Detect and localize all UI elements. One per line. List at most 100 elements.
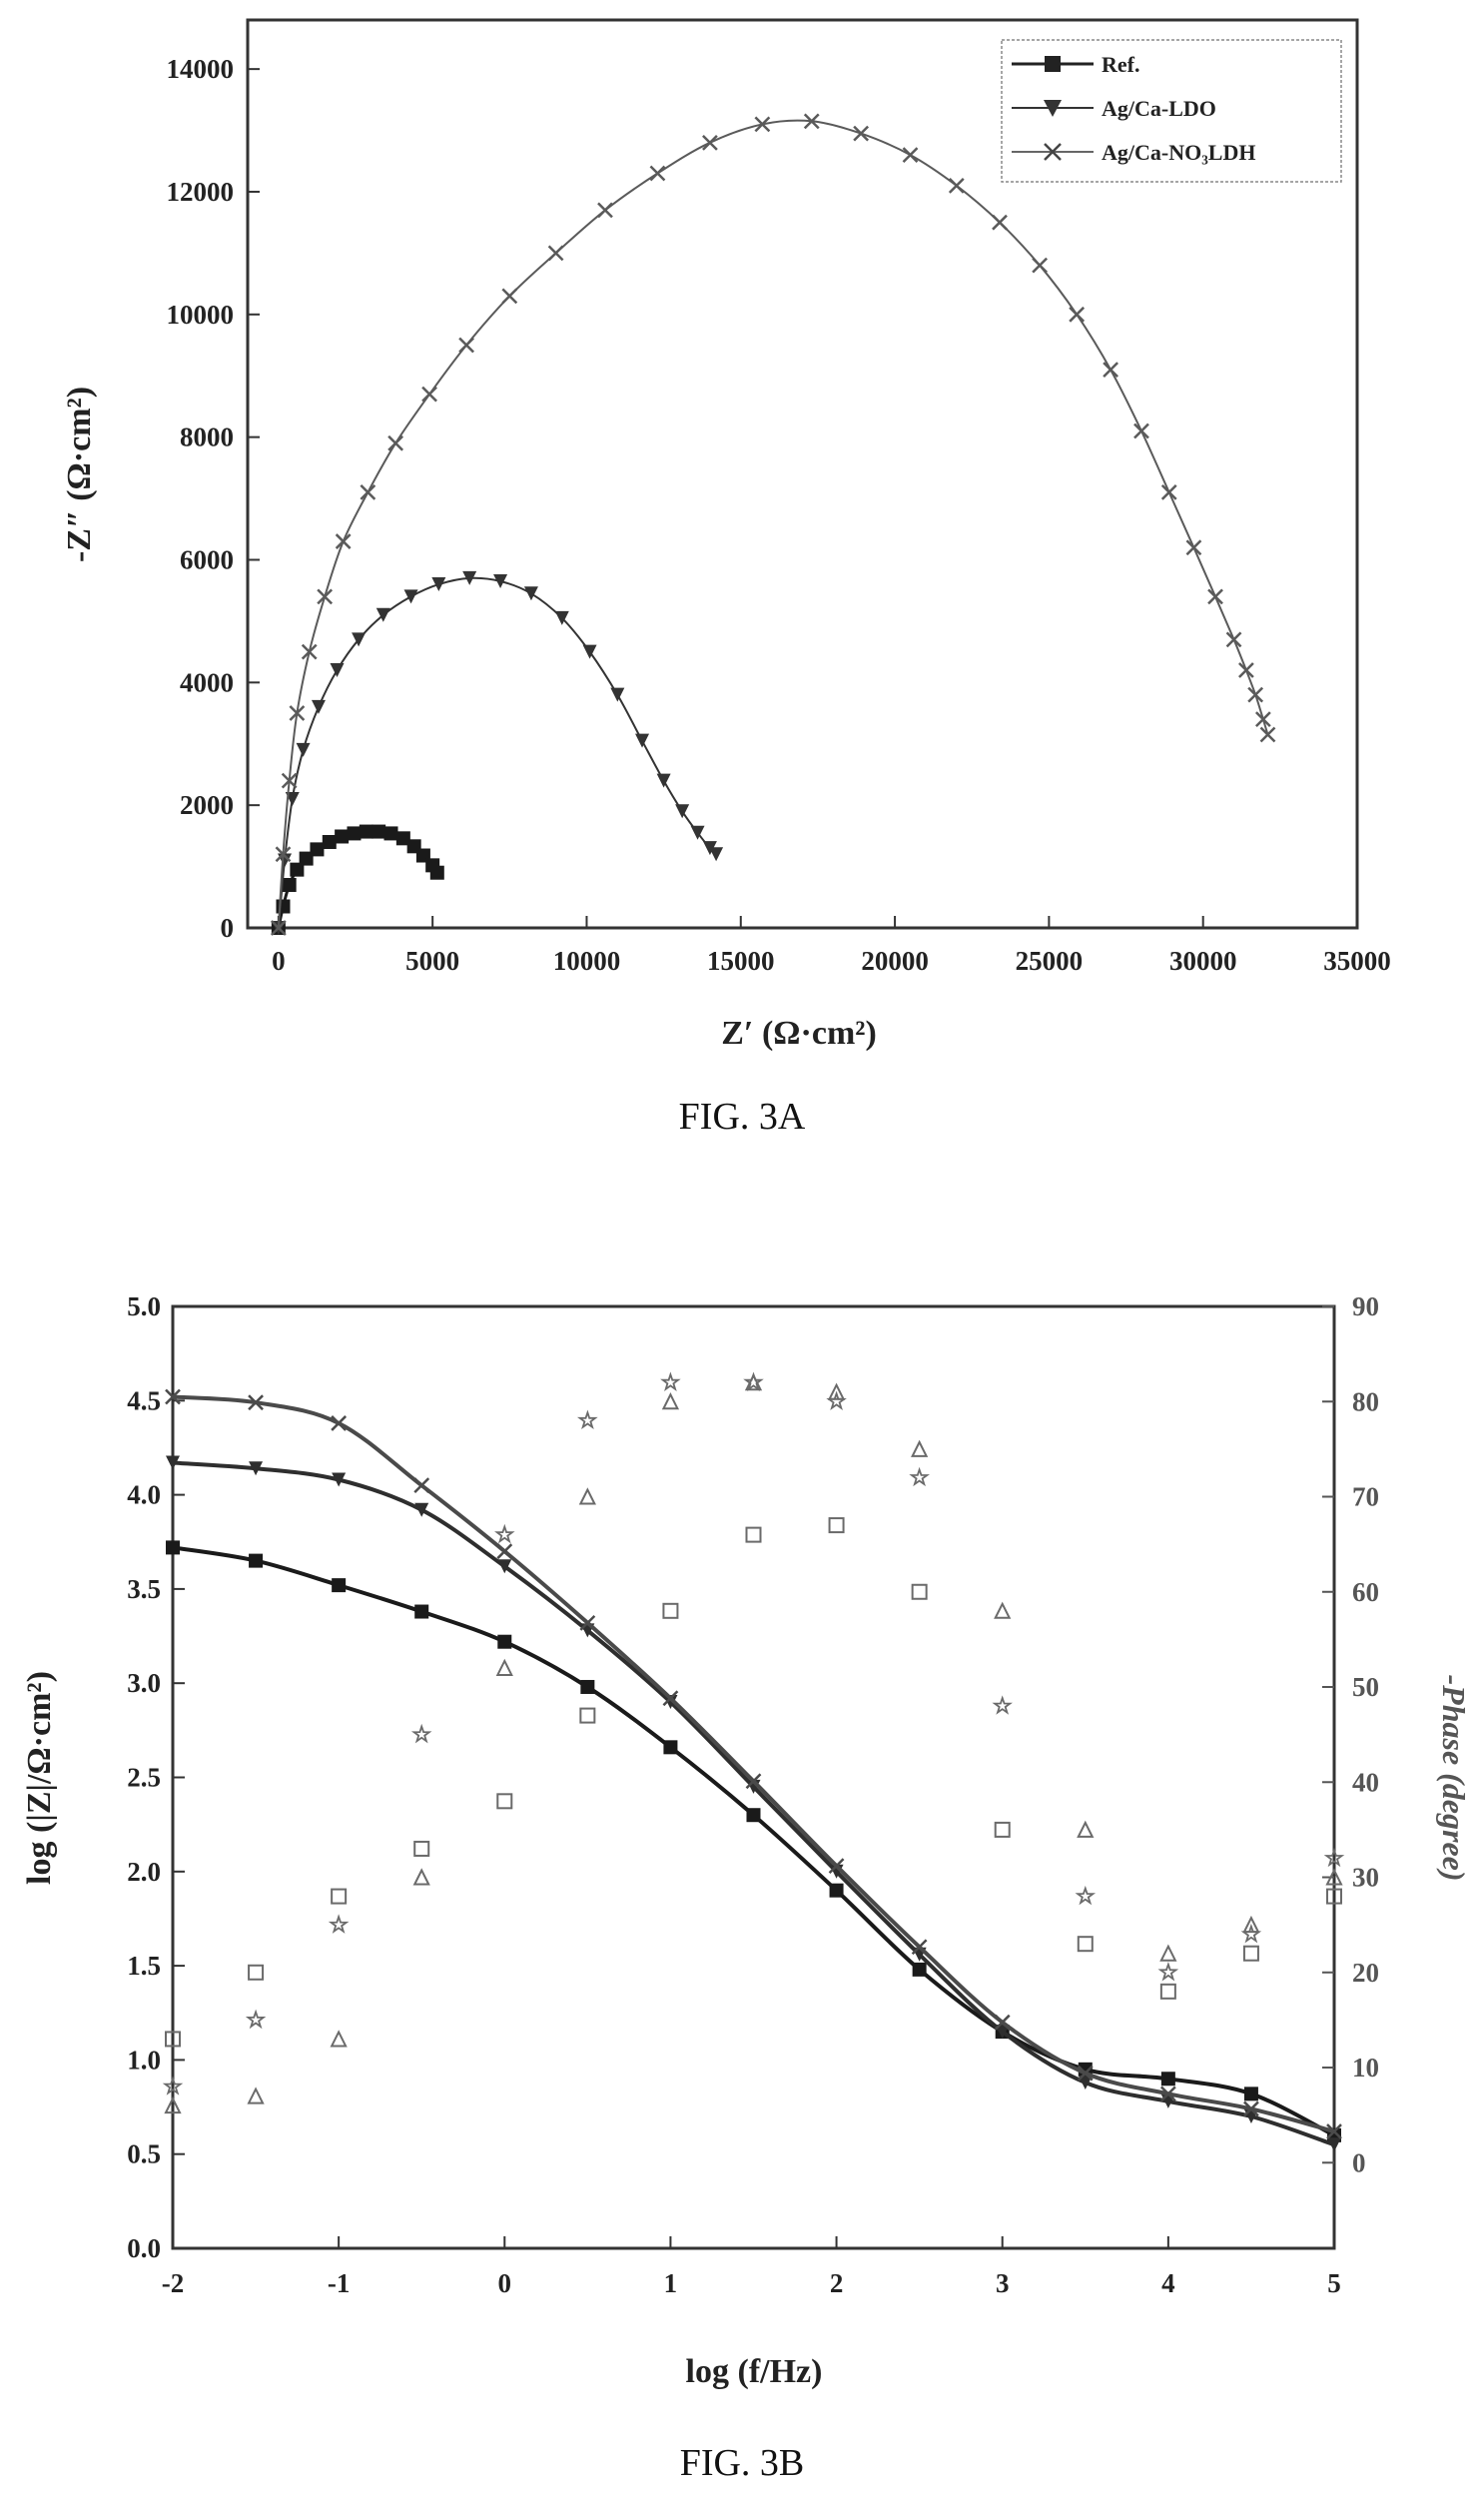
- nyquist-data-point: [375, 607, 390, 622]
- y-tick-label: 4.0: [127, 1480, 161, 1510]
- bode-data-point: [1326, 2123, 1342, 2139]
- bode-series-2: [165, 1388, 1342, 2139]
- nyquist-data-point: [360, 484, 376, 500]
- x-tick-label: 10000: [553, 946, 621, 976]
- bode-data-point: [412, 1868, 430, 1886]
- nyquist-data-point: [547, 245, 564, 262]
- nyquist-data-point: [270, 920, 287, 936]
- y-tick-label: 2.0: [127, 1857, 161, 1887]
- legend-marker-ldh: [1044, 143, 1062, 161]
- bode-data-point: [1327, 2137, 1341, 2152]
- bode-data-point: [579, 1707, 596, 1724]
- bode-series-line: [172, 1545, 1335, 2137]
- nyquist-y-axis-label: -Z″ (Ω·cm²): [61, 387, 98, 562]
- bode-data-point: [332, 1472, 347, 1487]
- y-right-tick-label: 50: [1352, 1672, 1379, 1702]
- bode-data-point: [496, 1543, 513, 1560]
- bode-data-point: [165, 1388, 181, 1405]
- bode-data-point: [911, 1439, 929, 1457]
- bode-data-point: [328, 1914, 350, 1934]
- x-tick-label: 2: [830, 2268, 844, 2298]
- y-tick-label: 6000: [180, 544, 234, 574]
- nyquist-data-point: [754, 116, 771, 133]
- bode-data-point: [1325, 1868, 1343, 1886]
- x-tick-label: 5000: [405, 946, 459, 976]
- legend-label-ldo: Ag/Ca-LDO: [1102, 96, 1216, 121]
- nyquist-legend: Ref. Ag/Ca-LDO Ag/Ca-NO₃LDH: [1001, 39, 1342, 183]
- nyquist-data-point: [649, 165, 666, 182]
- nyquist-data-point: [635, 733, 650, 748]
- nyquist-data-point: [387, 434, 404, 451]
- nyquist-data-point: [690, 825, 705, 840]
- x-tick-label: -1: [328, 2268, 351, 2298]
- bode-data-point: [746, 1808, 761, 1823]
- nyquist-data-point: [523, 586, 538, 601]
- nyquist-data-point: [301, 643, 318, 660]
- nyquist-data-point: [582, 644, 597, 659]
- y-tick-label: 10000: [167, 300, 235, 330]
- y-tick-label: 8000: [180, 422, 234, 452]
- bode-data-point: [413, 1840, 430, 1857]
- legend-marker-ldo: [1044, 100, 1062, 117]
- bode-data-point: [331, 1415, 348, 1431]
- nyquist-data-point: [702, 134, 718, 151]
- bode-data-point: [1242, 1915, 1260, 1934]
- bode-series-0: [166, 1540, 1341, 2142]
- nyquist-series-group: [270, 113, 1276, 936]
- y-tick-label: 12000: [167, 177, 235, 207]
- bode-data-point: [663, 1695, 678, 1710]
- bode-data-point: [330, 2030, 348, 2048]
- nyquist-data-point: [1207, 588, 1223, 605]
- y-right-tick-label: 60: [1352, 1577, 1379, 1607]
- nyquist-data-point: [281, 772, 298, 789]
- nyquist-data-point: [335, 533, 352, 549]
- bode-data-point: [248, 1394, 264, 1411]
- x-tick-label: 0: [498, 2268, 512, 2298]
- bode-series-line: [172, 1460, 1335, 2147]
- nyquist-data-point: [853, 125, 870, 142]
- bode-data-point: [579, 1614, 596, 1631]
- y-right-tick-label: 90: [1352, 1291, 1379, 1321]
- nyquist-data-point: [395, 831, 410, 846]
- y-right-tick-label: 70: [1352, 1482, 1379, 1512]
- bode-y-right-ticks: 0 10 20 30 40 50 60 70 80 90: [1322, 1291, 1379, 2177]
- bode-data-point: [1243, 2087, 1258, 2101]
- nyquist-data-point: [709, 847, 724, 862]
- bode-data-point: [663, 1740, 678, 1755]
- nyquist-plot-frame: [246, 18, 1359, 930]
- y-tick-label: 3.0: [127, 1668, 161, 1698]
- nyquist-data-point: [656, 773, 671, 788]
- nyquist-data-point: [296, 742, 311, 757]
- bode-data-point: [166, 1540, 180, 1555]
- y-right-tick-label: 20: [1352, 1958, 1379, 1988]
- bode-data-point: [1075, 1885, 1097, 1906]
- legend-label-ref: Ref.: [1102, 52, 1139, 77]
- y-tick-label: 3.5: [127, 1574, 161, 1604]
- x-tick-label: 3: [996, 2268, 1010, 2298]
- bode-data-point: [1326, 1888, 1342, 1905]
- nyquist-data-point: [992, 214, 1008, 231]
- bode-data-point: [994, 1601, 1012, 1619]
- bode-data-point: [249, 1553, 264, 1568]
- nyquist-data-point: [1238, 662, 1254, 678]
- nyquist-data-point: [352, 632, 367, 647]
- bode-data-point: [495, 1658, 513, 1676]
- nyquist-data-point: [289, 705, 306, 721]
- bode-data-point: [1243, 2100, 1259, 2117]
- nyquist-data-point: [330, 663, 345, 678]
- bode-data-point: [248, 1964, 265, 1981]
- nyquist-data-point: [347, 826, 362, 841]
- nyquist-data-point: [371, 824, 386, 839]
- nyquist-data-point: [1133, 422, 1149, 439]
- bode-data-point: [826, 1390, 847, 1410]
- bode-data-point: [1157, 1962, 1179, 1982]
- bode-data-point: [1159, 1944, 1177, 1962]
- y-right-tick-label: 0: [1352, 2147, 1366, 2177]
- bode-data-point: [1242, 1945, 1259, 1962]
- bode-x-axis-label: log (f/Hz): [686, 2353, 823, 2390]
- legend-marker-ref: [1045, 56, 1061, 72]
- bode-data-point: [1159, 1983, 1176, 2000]
- bode-data-point: [912, 1962, 927, 1977]
- nyquist-data-point: [1254, 711, 1271, 728]
